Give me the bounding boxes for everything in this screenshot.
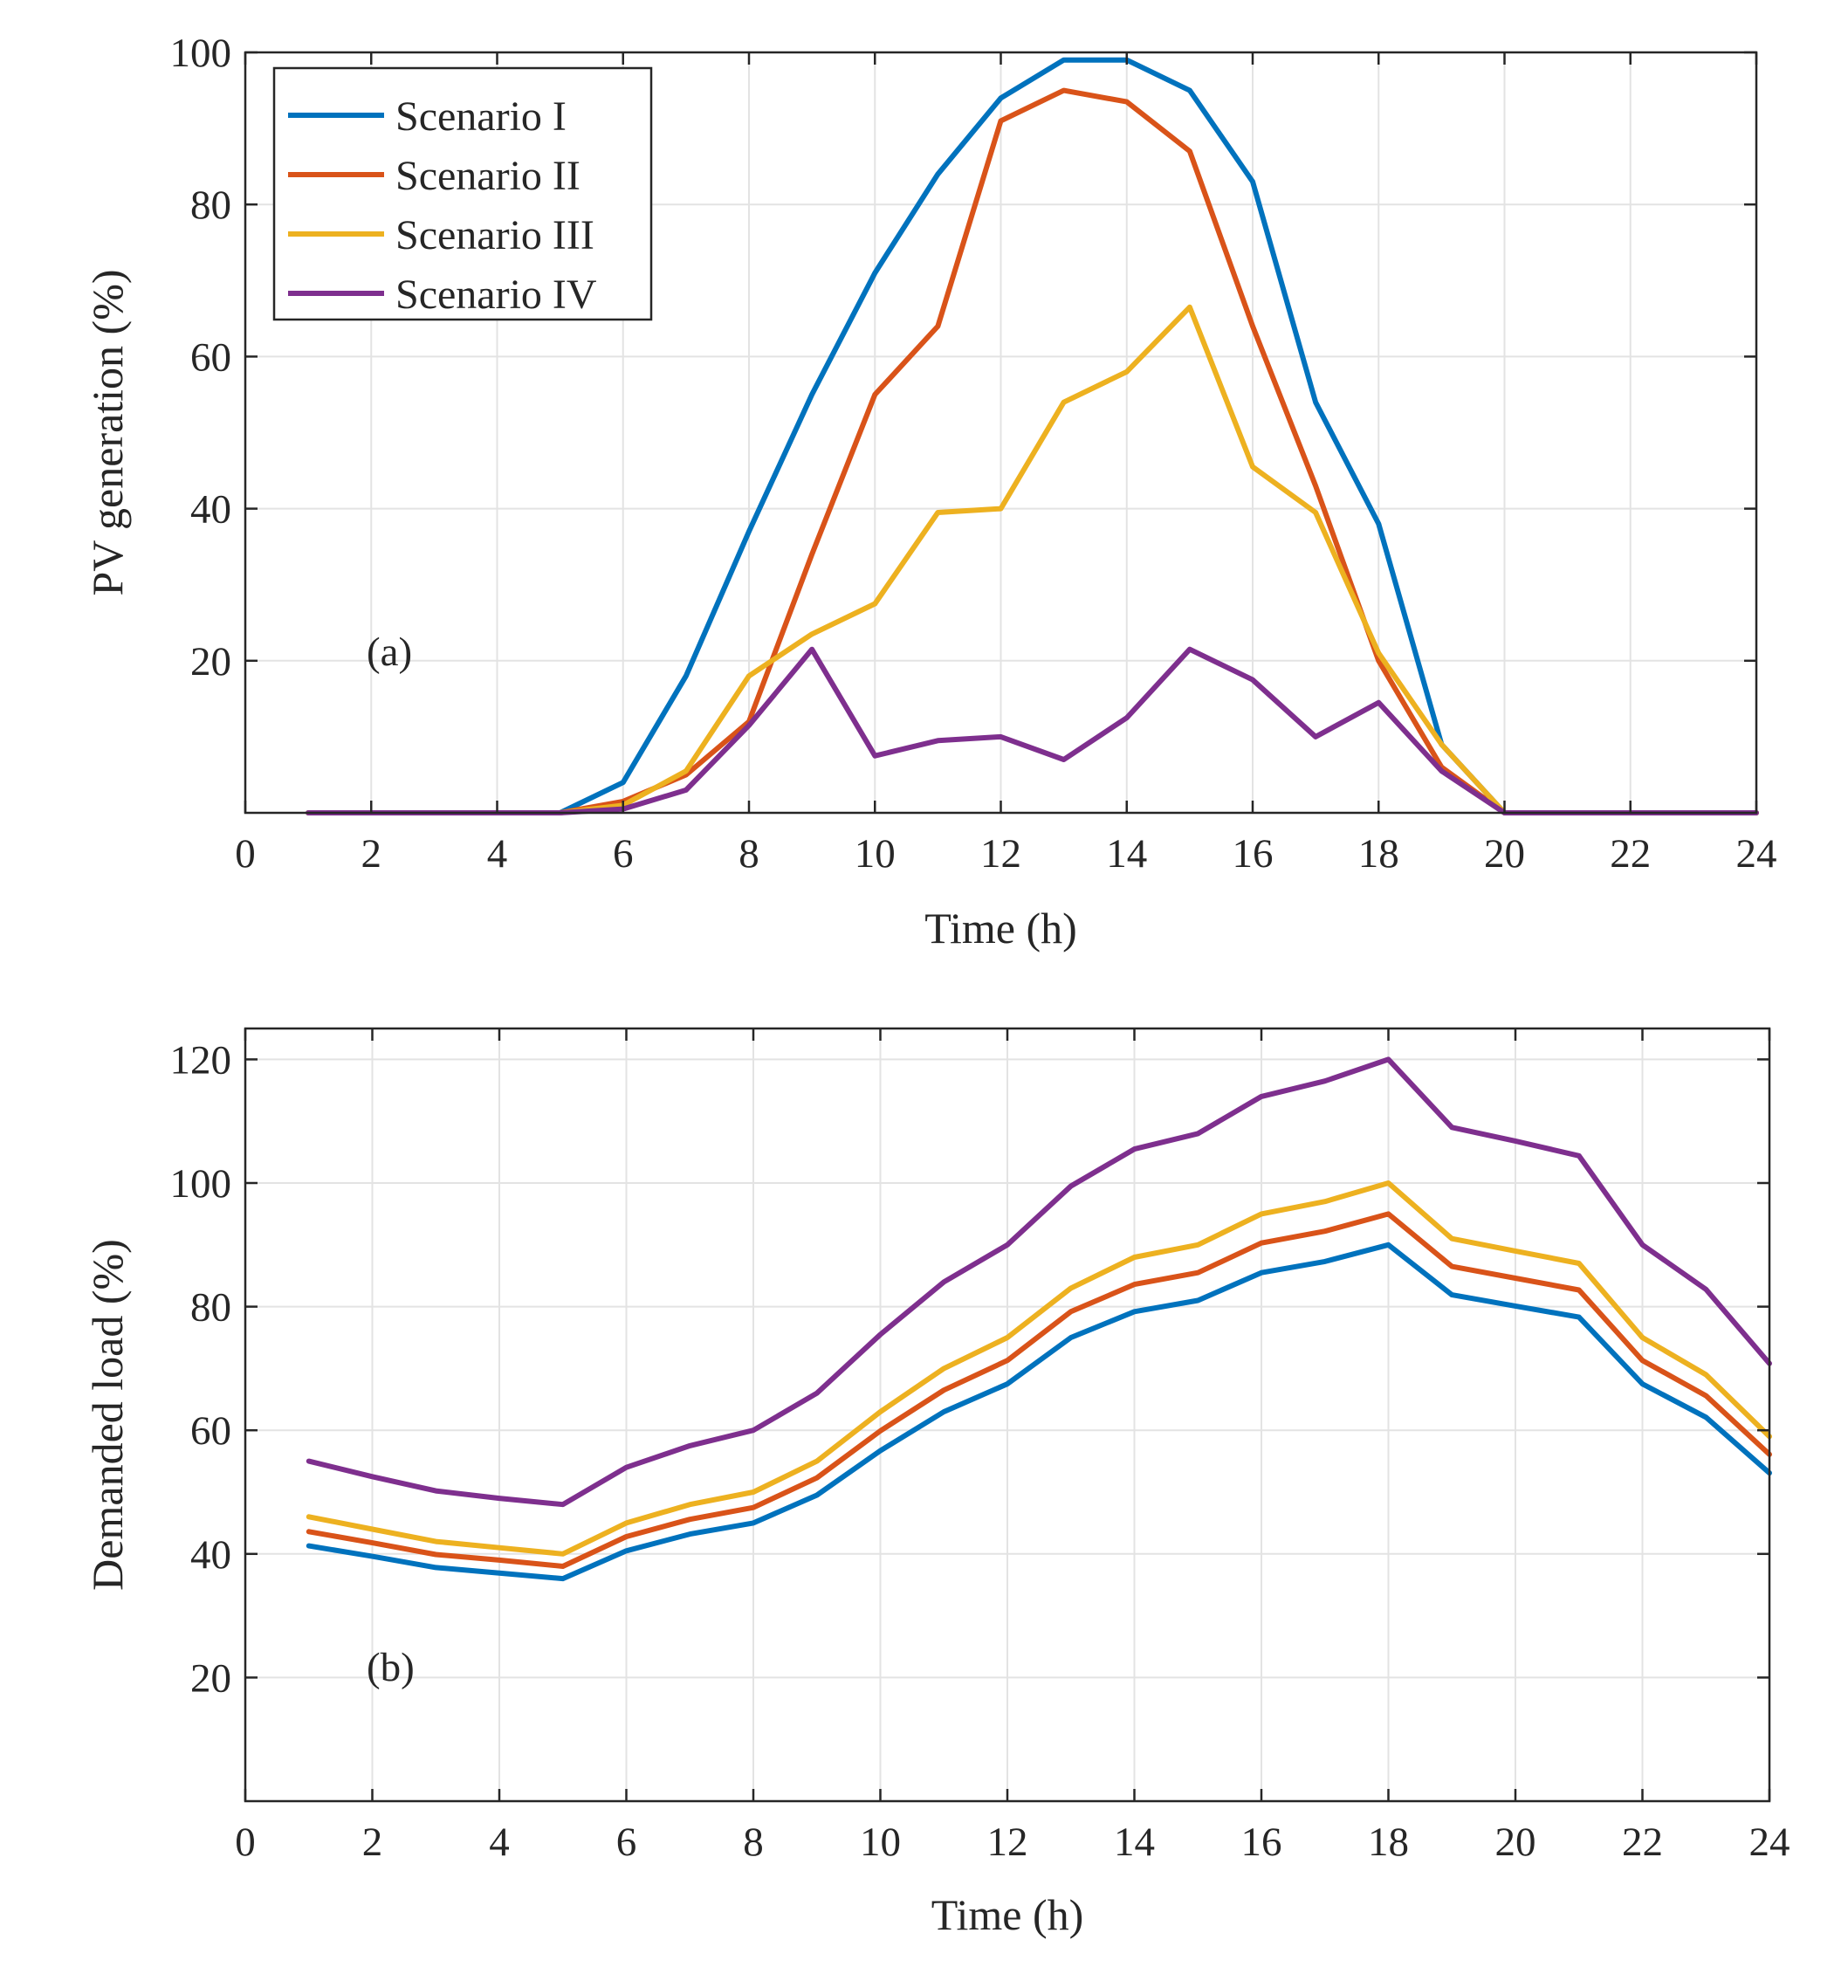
- chart-a-x-axis-label: Time (h): [924, 904, 1077, 953]
- chart-a-legend-label-2: Scenario II: [395, 153, 581, 199]
- chart-a-series-line-4: [306, 646, 1759, 815]
- chart-a-x-tick-label: 20: [1484, 831, 1525, 877]
- chart-b-x-tick-label: 8: [743, 1819, 764, 1865]
- chart-b-series-line-1: [306, 1242, 1772, 1582]
- chart-b-y-axis-label: Demanded load (%): [83, 1239, 132, 1591]
- chart-b-series-group: [306, 1056, 1772, 1582]
- chart-b-x-tick-label: 2: [362, 1819, 383, 1865]
- chart-b-x-tick-label: 10: [860, 1819, 901, 1865]
- chart-a-y-tick-label: 40: [190, 487, 231, 533]
- chart-a-x-tick-label: 16: [1233, 831, 1274, 877]
- chart-a-legend-label-1: Scenario I: [395, 93, 567, 140]
- chart-b-series-line-4: [306, 1056, 1772, 1508]
- chart-a-x-tick-label: 8: [739, 831, 759, 877]
- chart-b-x-tick-label: 20: [1495, 1819, 1536, 1865]
- chart-b-series-line-3: [306, 1180, 1772, 1557]
- chart-a-x-tick-label: 22: [1610, 831, 1651, 877]
- chart-a-legend-label-3: Scenario III: [395, 212, 594, 258]
- chart-b-x-tick-label: 14: [1114, 1819, 1155, 1865]
- chart-b-x-tick-label: 22: [1622, 1819, 1663, 1865]
- chart-b-x-tick-label: 12: [987, 1819, 1028, 1865]
- chart-b-x-tick-label: 16: [1241, 1819, 1282, 1865]
- chart-b-x-axis-label: Time (h): [931, 1890, 1084, 1939]
- chart-b-x-tick-label: 0: [235, 1819, 256, 1865]
- chart-a-x-tick-label: 10: [855, 831, 896, 877]
- chart-b-y-tick-label: 100: [170, 1161, 232, 1207]
- chart-a-legend-label-4: Scenario IV: [395, 272, 597, 318]
- chart-b-x-tick-label: 6: [616, 1819, 637, 1865]
- chart-a-x-tick-label: 4: [487, 831, 508, 877]
- chart-a-x-tick-label: 18: [1358, 831, 1399, 877]
- chart-b-x-tick-label: 24: [1749, 1819, 1790, 1865]
- chart-a-series-line-3: [306, 304, 1759, 815]
- chart-b-x-tick-label: 4: [489, 1819, 510, 1865]
- chart-a-x-tick-label: 2: [361, 831, 382, 877]
- chart-a-y-axis-label: PV generation (%): [83, 270, 132, 596]
- chart-b-y-tick-label: 120: [170, 1037, 232, 1083]
- chart-a-y-tick-label: 100: [170, 31, 232, 76]
- chart-b-y-tick-label: 60: [190, 1408, 231, 1454]
- chart-b-y-tick-label: 20: [190, 1655, 231, 1701]
- chart-b-y-tick-label: 80: [190, 1285, 231, 1331]
- chart-a-x-tick-label: 24: [1736, 831, 1777, 877]
- chart-a-x-tick-label: 12: [980, 831, 1021, 877]
- chart-a-legend: Scenario I Scenario II Scenario III Scenari…: [272, 66, 653, 321]
- chart-b-series-line-2: [306, 1211, 1772, 1569]
- chart-a-x-tick-label: 0: [235, 831, 256, 877]
- chart-b-y-tick-label: 40: [190, 1532, 231, 1578]
- chart-a-y-tick-label: 20: [190, 639, 231, 684]
- chart-b-panel-label: (b): [367, 1645, 415, 1690]
- chart-panel-b: 0 2 4 6 8 10 12 14 16 18 20 22 2420406080100120Time …: [83, 1027, 1790, 1939]
- chart-a-panel-label: (a): [367, 629, 412, 675]
- chart-a-y-tick-label: 60: [190, 334, 231, 380]
- chart-b-x-tick-label: 18: [1368, 1819, 1409, 1865]
- chart-a-x-tick-label: 14: [1106, 831, 1147, 877]
- chart-a-x-tick-label: 6: [613, 831, 634, 877]
- chart-a-legend-box: [272, 66, 653, 321]
- chart-a-y-tick-label: 80: [190, 182, 231, 228]
